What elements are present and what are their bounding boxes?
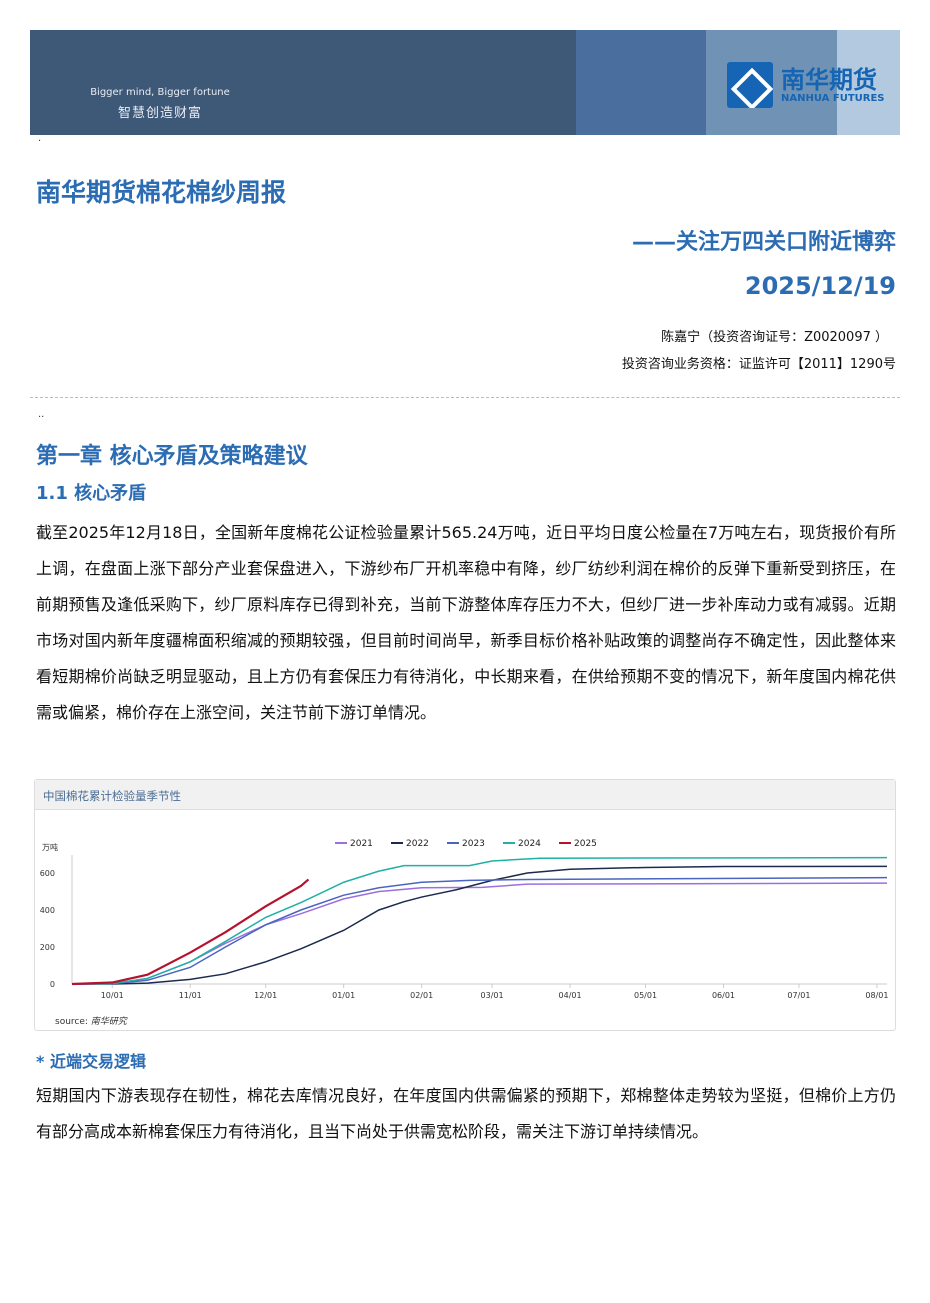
core-paragraph: 截至2025年12月18日，全国新年度棉花公证检验量累计565.24万吨，近日平… <box>36 523 896 722</box>
series-line-2022 <box>72 865 888 985</box>
header-banner: Bigger mind, Bigger fortune 智慧创造财富 南华期货 NA… <box>30 30 900 135</box>
x-tick-label: 05/01 <box>634 991 657 1000</box>
author: 陈嘉宁（投资咨询证号：Z0020097 ） <box>661 330 888 345</box>
y-tick-label: 200 <box>40 943 55 952</box>
legend-label-2021: 2021 <box>350 839 373 849</box>
chart-panel: 中国棉花累计检验量季节性 万吨 0 200 400 600 10/01 11/01 12/01… <box>34 779 896 1031</box>
report-date: 2025/12/19 <box>744 272 896 300</box>
x-tick-label: 04/01 <box>559 991 582 1000</box>
x-tick-label: 10/01 <box>101 991 124 1000</box>
report-subtitle: ——关注万四关口附近博弈 <box>631 230 896 255</box>
logo-cn: 南华期货 <box>781 65 877 94</box>
company-logo: 南华期货 NANHUA FUTURES <box>727 62 885 108</box>
series-line-2025 <box>71 878 310 986</box>
logic-heading: * 近端交易逻辑 <box>36 1052 146 1071</box>
slogan: Bigger mind, Bigger fortune 智慧创造财富 <box>90 87 230 121</box>
x-tick-label: 07/01 <box>787 991 810 1000</box>
x-tick-label: 03/01 <box>481 991 504 1000</box>
chart-svg: 万吨 0 200 400 600 10/01 11/01 12/01 01/01 02/01 03/… <box>40 839 889 1000</box>
logo-en: NANHUA FUTURES <box>781 92 885 104</box>
x-tick-label: 06/01 <box>712 991 735 1000</box>
chapter-heading: 第一章 核心矛盾及策略建议 <box>36 444 308 469</box>
x-tick-label: 02/01 <box>410 991 433 1000</box>
slogan-en: Bigger mind, Bigger fortune <box>90 87 230 98</box>
divider <box>30 397 900 398</box>
series-line-2024 <box>71 856 888 985</box>
legend-label-2024: 2024 <box>518 839 541 849</box>
logic-paragraph: 短期国内下游表现存在韧性，棉花去库情况良好，在年度国内供需偏紧的预期下，郑棉整体… <box>36 1086 896 1141</box>
x-tick-label: 12/01 <box>254 991 277 1000</box>
x-tick-label: 11/01 <box>179 991 202 1000</box>
slogan-cn: 智慧创造财富 <box>117 106 202 121</box>
x-tick-label: 08/01 <box>865 991 888 1000</box>
series-line-2023 <box>71 876 888 985</box>
y-tick-label: 0 <box>50 980 55 989</box>
chart-title: 中国棉花累计检验量季节性 <box>35 780 895 810</box>
legend-label-2025: 2025 <box>574 839 597 849</box>
chart-source: source: 南华研究 <box>55 1017 127 1027</box>
logo-icon <box>727 62 773 108</box>
report-title: 南华期货棉花棉纱周报 <box>36 178 287 207</box>
section-heading: 1.1 核心矛盾 <box>36 483 147 504</box>
legend-label-2022: 2022 <box>406 839 429 849</box>
y-tick-label: 400 <box>40 906 55 915</box>
license: 投资咨询业务资格：证监许可【2011】1290号 <box>621 357 896 372</box>
x-tick-label: 01/01 <box>332 991 355 1000</box>
legend-label-2023: 2023 <box>462 839 485 849</box>
y-tick-label: 600 <box>40 869 55 878</box>
y-unit-label: 万吨 <box>42 842 58 852</box>
series-line-2021 <box>71 882 888 985</box>
